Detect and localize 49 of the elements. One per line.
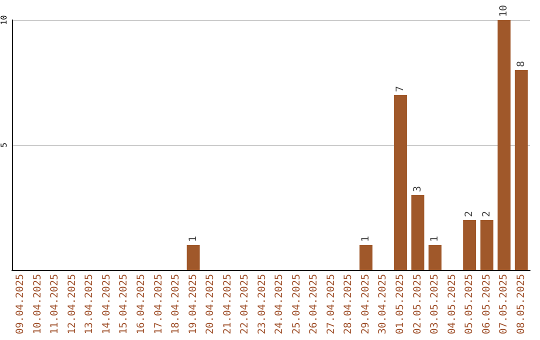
x-tick-label: 29.04.2025 bbox=[360, 274, 372, 334]
x-tick-label: 25.04.2025 bbox=[291, 274, 302, 334]
x-tick-label: 07.05.2025 bbox=[498, 274, 510, 334]
x-tick-label: 05.05.2025 bbox=[464, 274, 476, 334]
bar bbox=[411, 195, 424, 270]
x-tick-label: 06.05.2025 bbox=[481, 274, 492, 334]
x-tick-label: 08.05.2025 bbox=[516, 274, 527, 334]
x-tick-label: 10.04.2025 bbox=[32, 274, 44, 334]
x-tick-label: 21.04.2025 bbox=[222, 274, 234, 334]
x-tick-label: 28.04.2025 bbox=[343, 274, 354, 334]
bar bbox=[186, 245, 200, 270]
x-tick-label: 24.04.2025 bbox=[274, 274, 286, 334]
data-label: 1 bbox=[188, 236, 199, 242]
x-tick-label: 01.05.2025 bbox=[395, 274, 406, 334]
data-label: 2 bbox=[481, 210, 492, 217]
x-tick-label: 20.04.2025 bbox=[205, 274, 216, 334]
data-label: 3 bbox=[412, 186, 424, 192]
x-tick-label: 03.05.2025 bbox=[430, 274, 441, 334]
x-tick-label: 13.04.2025 bbox=[84, 274, 96, 334]
x-tick-label: 30.04.2025 bbox=[378, 274, 389, 334]
x-tick-label: 15.04.2025 bbox=[118, 274, 130, 334]
x-tick-label: 22.04.2025 bbox=[240, 274, 251, 334]
bar bbox=[498, 20, 511, 270]
data-label: 7 bbox=[395, 86, 406, 92]
data-label: 8 bbox=[516, 60, 527, 67]
y-tick-label: 5 bbox=[0, 142, 8, 148]
x-tick-label: 12.04.2025 bbox=[66, 274, 78, 334]
bar bbox=[359, 245, 372, 270]
x-tick-label: 18.04.2025 bbox=[170, 274, 182, 334]
x-tick-label: 04.05.2025 bbox=[446, 274, 458, 334]
x-tick-label: 17.04.2025 bbox=[153, 274, 164, 334]
x-tick-label: 27.04.2025 bbox=[326, 274, 337, 334]
data-label: 1 bbox=[360, 236, 372, 242]
x-tick-label: 14.04.2025 bbox=[101, 274, 112, 334]
bar bbox=[394, 95, 407, 270]
x-tick-label: 11.04.2025 bbox=[50, 274, 61, 334]
data-label: 1 bbox=[430, 236, 441, 242]
data-label: 10 bbox=[498, 4, 510, 17]
bar bbox=[514, 70, 528, 270]
x-tick-label: 23.04.2025 bbox=[256, 274, 268, 334]
x-tick-label: 16.04.2025 bbox=[136, 274, 147, 334]
x-tick-label: 19.04.2025 bbox=[188, 274, 199, 334]
x-tick-label: 09.04.2025 bbox=[15, 274, 26, 334]
bar bbox=[428, 245, 442, 270]
bar bbox=[463, 220, 476, 270]
data-label: 2 bbox=[464, 210, 476, 217]
bar bbox=[480, 220, 494, 270]
x-tick-label: 02.05.2025 bbox=[412, 274, 424, 334]
x-tick-label: 26.04.2025 bbox=[308, 274, 320, 334]
